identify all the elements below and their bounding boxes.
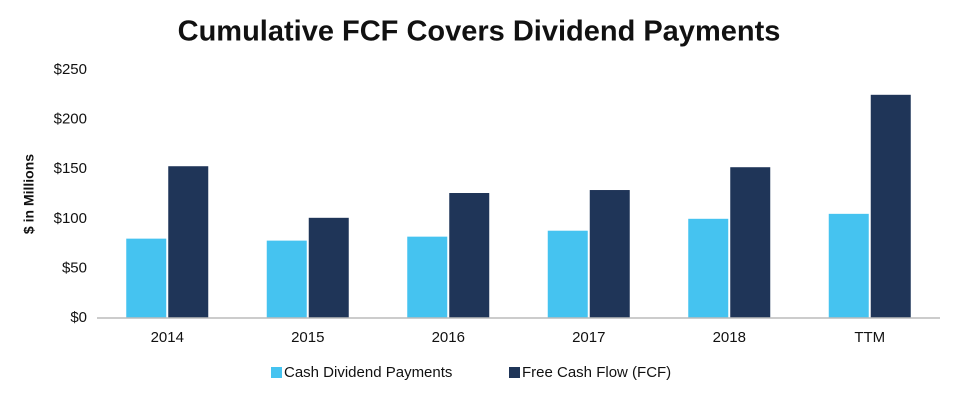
legend-swatch xyxy=(509,367,520,378)
x-tick-label: 2015 xyxy=(291,329,324,346)
y-tick-label: $200 xyxy=(54,111,87,128)
x-tick-label: 2016 xyxy=(432,329,465,346)
bar xyxy=(547,230,588,318)
y-tick-label: $150 xyxy=(54,160,87,177)
y-tick-label: $250 xyxy=(54,61,87,78)
bar xyxy=(266,240,307,318)
bar xyxy=(870,94,911,318)
legend-label: Free Cash Flow (FCF) xyxy=(522,364,671,381)
y-tick-label: $100 xyxy=(54,210,87,227)
y-tick-label: $0 xyxy=(70,309,87,326)
bar xyxy=(168,166,209,318)
bar xyxy=(589,190,630,318)
x-tick-label: TTM xyxy=(854,329,885,346)
y-tick-label: $50 xyxy=(62,259,87,276)
y-axis-label: $ in Millions xyxy=(21,154,37,234)
bar xyxy=(828,213,869,318)
legend-label: Cash Dividend Payments xyxy=(284,364,452,381)
bar xyxy=(449,193,490,318)
bar xyxy=(688,218,729,318)
x-tick-label: 2014 xyxy=(151,329,184,346)
bar xyxy=(308,217,349,318)
bar xyxy=(126,238,167,318)
legend-swatch xyxy=(271,367,282,378)
bar xyxy=(730,167,771,318)
x-tick-label: 2018 xyxy=(713,329,746,346)
bar xyxy=(407,236,448,318)
chart-title: Cumulative FCF Covers Dividend Payments xyxy=(178,16,781,48)
x-tick-label: 2017 xyxy=(572,329,605,346)
